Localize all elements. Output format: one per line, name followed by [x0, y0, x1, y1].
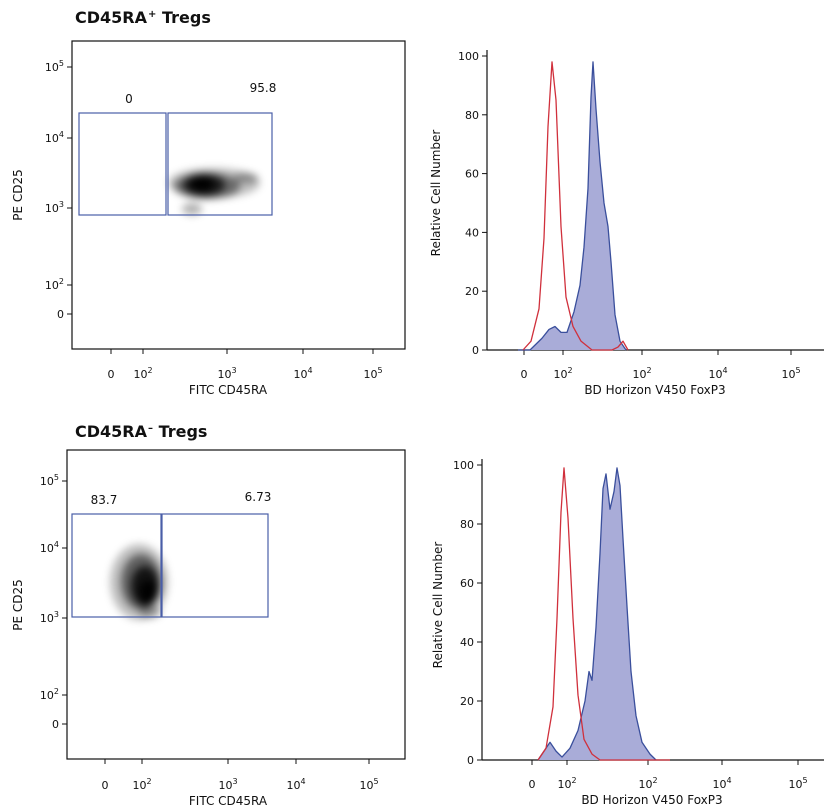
x-tick-label: 105: [363, 366, 382, 381]
series-foxp3-line: [537, 467, 657, 761]
density-plot-2: 83.7 6.73 0 102 103 104 105 0 102 103 104 105 FITC C…: [11, 449, 406, 808]
density-blob: [234, 173, 258, 183]
y-axis-label: Relative Cell Number: [431, 542, 445, 669]
x-tick-label: 0: [529, 778, 536, 791]
plot-frame: [66, 449, 406, 760]
y-tick-label: 0: [57, 308, 64, 321]
x-tick-label: 104: [293, 366, 312, 381]
section-title-sup: –: [148, 422, 153, 434]
x-tick-label: 104: [286, 777, 305, 792]
x-tick-label: 102: [133, 366, 152, 381]
plot-frame: [71, 40, 406, 350]
x-tick-label: 0: [521, 368, 528, 381]
x-tick-label: 102: [557, 776, 576, 791]
x-tick-label: 104: [708, 366, 727, 381]
y-tick-label: 103: [40, 610, 59, 625]
section-title-sup: +: [148, 8, 157, 20]
x-tick-label: 102: [638, 776, 657, 791]
y-tick-label: 104: [40, 540, 59, 555]
y-tick-label: 0: [467, 754, 474, 767]
density-blob: [190, 176, 214, 192]
gate-label: 83.7: [91, 493, 118, 507]
series-foxp3-line: [518, 61, 627, 351]
density-plot-1: 0 95.8 0 102 103 104 105 0 102 103 104 105 FITC CD45…: [11, 40, 406, 397]
y-tick-label: 60: [465, 168, 479, 181]
gate-rect: [71, 513, 162, 618]
y-tick-label: 105: [45, 59, 64, 74]
density-blob: [139, 580, 157, 604]
y-tick-label: 0: [52, 718, 59, 731]
x-tick-label: 102: [132, 777, 151, 792]
gate-rect: [78, 112, 167, 216]
series-control-line: [522, 61, 629, 351]
density-blob: [182, 203, 202, 215]
gate-rect: [167, 112, 273, 216]
x-tick-label: 105: [781, 366, 800, 381]
x-axis-label: FITC CD45RA: [189, 383, 268, 397]
x-tick-label: 0: [108, 368, 115, 381]
x-tick-label: 103: [217, 366, 236, 381]
series-control-line: [537, 467, 670, 761]
gate-rect: [161, 513, 269, 618]
y-tick-label: 105: [40, 473, 59, 488]
y-tick-label: 60: [460, 577, 474, 590]
histogram-1: 0 20 40 60 80 100 0 102 102 104 105 BD Horizon V450…: [429, 50, 824, 397]
x-tick-label: 105: [359, 777, 378, 792]
x-tick-label: 102: [632, 366, 651, 381]
y-tick-label: 40: [460, 636, 474, 649]
section-title-main: CD45RA: [75, 422, 147, 441]
density-cloud: [168, 168, 260, 215]
y-axis-label: PE CD25: [11, 169, 25, 221]
y-tick-label: 80: [460, 518, 474, 531]
x-tick-label: 104: [712, 776, 731, 791]
x-axis-label: BD Horizon V450 FoxP3: [584, 383, 725, 397]
section-title-tail: Tregs: [156, 8, 211, 27]
y-tick-label: 100: [458, 50, 479, 63]
y-tick-label: 0: [472, 344, 479, 357]
x-tick-label: 102: [553, 366, 572, 381]
section-title-cd45ra-pos: CD45RA+ Tregs: [75, 8, 211, 27]
series-foxp3-area: [518, 61, 626, 350]
histogram-2: 0 20 40 60 80 100 0 102 102 104 105 BD Horizon V450…: [431, 459, 824, 807]
x-axis-label: BD Horizon V450 FoxP3: [581, 793, 722, 807]
y-tick-label: 80: [465, 109, 479, 122]
density-blob: [139, 606, 161, 618]
section-title-tail: Tregs: [153, 422, 208, 441]
y-axis-label: PE CD25: [11, 579, 25, 631]
y-tick-label: 103: [45, 200, 64, 215]
x-axis-label: FITC CD45RA: [189, 794, 268, 808]
y-tick-label: 20: [465, 285, 479, 298]
x-tick-label: 105: [788, 776, 807, 791]
gate-label: 95.8: [250, 81, 277, 95]
y-tick-label: 20: [460, 695, 474, 708]
x-tick-label: 0: [102, 779, 109, 792]
density-cloud: [110, 544, 168, 620]
y-tick-label: 100: [453, 459, 474, 472]
section-title-cd45ra-neg: CD45RA– Tregs: [75, 422, 207, 441]
section-title-main: CD45RA: [75, 8, 147, 27]
gate-label: 0: [125, 92, 133, 106]
gate-label: 6.73: [245, 490, 272, 504]
y-axis-label: Relative Cell Number: [429, 130, 443, 257]
y-tick-label: 40: [465, 226, 479, 239]
y-tick-label: 104: [45, 130, 64, 145]
y-tick-label: 102: [40, 687, 59, 702]
y-tick-label: 102: [45, 277, 64, 292]
x-tick-label: 103: [218, 777, 237, 792]
